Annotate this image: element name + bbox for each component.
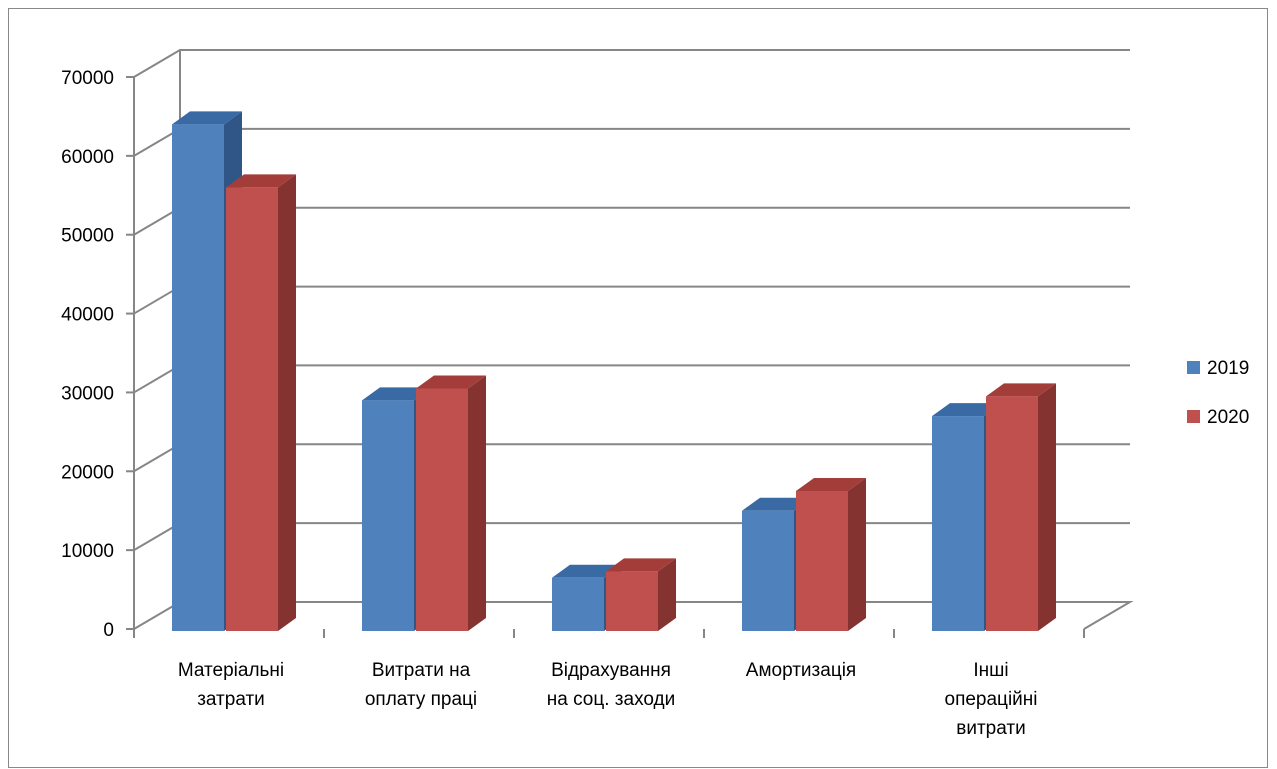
bar-front (552, 577, 604, 631)
x-axis: Матеріальні затрати Витрати на оплату праці… (133, 629, 1085, 739)
bar-top (226, 174, 296, 188)
bar-front (932, 416, 984, 631)
bar-front (226, 187, 278, 631)
bar-2020-2 (606, 558, 676, 631)
x-tick-label: Матеріальні (178, 660, 284, 681)
gridline (133, 49, 1130, 78)
bar-side (848, 478, 866, 631)
bar-2020-0 (226, 174, 296, 631)
bar-top (932, 403, 1002, 417)
bar-top (172, 111, 242, 125)
bar-top (606, 558, 676, 572)
chart-frame: 0 10000 20000 30000 40000 50000 60000 70000 Мат… (8, 8, 1268, 768)
bar-top (742, 497, 812, 511)
bar-top (416, 375, 486, 389)
bar-top (552, 564, 622, 578)
bar-front (416, 388, 468, 631)
legend-swatch-2019 (1187, 361, 1200, 374)
x-tick-label: на соц. заходи (547, 689, 675, 710)
bar-front (362, 400, 414, 631)
bar-side (658, 558, 676, 631)
x-tick-label: оплату праці (365, 689, 477, 710)
x-tick-label: Інші (973, 660, 1008, 681)
x-tick-label: Амортизація (746, 660, 856, 681)
legend-label-2019: 2019 (1207, 358, 1249, 379)
bars (172, 111, 1056, 632)
bar-front (796, 491, 848, 631)
x-tick-label: операційні (945, 689, 1038, 710)
bar-side (468, 375, 486, 631)
y-tick-label: 40000 (61, 305, 114, 326)
bar-front (172, 124, 224, 632)
x-tick-label: Витрати на (372, 660, 471, 681)
bar-2020-3 (796, 478, 866, 631)
y-tick-label: 50000 (61, 226, 114, 247)
bar-chart-3d: 0 10000 20000 30000 40000 50000 60000 70000 Мат… (61, 49, 1249, 739)
y-axis: 0 10000 20000 30000 40000 50000 60000 70000 (61, 68, 134, 641)
bar-front (986, 396, 1038, 631)
x-tick-label: затрати (197, 689, 265, 710)
legend-label-2020: 2020 (1207, 407, 1249, 428)
bar-top (986, 383, 1056, 397)
x-tick-label: витрати (956, 718, 1025, 739)
y-tick-label: 60000 (61, 147, 114, 168)
bar-front (606, 571, 658, 631)
bar-side (278, 174, 296, 631)
bar-top (796, 478, 866, 491)
gridline (133, 127, 1130, 157)
y-tick-label: 0 (103, 620, 114, 641)
x-tick-label: Відрахування (551, 660, 671, 681)
bar-front (742, 510, 794, 631)
bar-side (1038, 383, 1056, 631)
y-tick-label: 10000 (61, 541, 114, 562)
y-tick-label: 70000 (61, 68, 114, 89)
y-tick-label: 30000 (61, 383, 114, 404)
bar-2020-4 (986, 383, 1056, 631)
legend: 2019 2020 (1187, 358, 1249, 428)
y-tick-label: 20000 (61, 462, 114, 483)
bar-top (362, 387, 432, 401)
bar-2020-1 (416, 375, 486, 631)
legend-swatch-2020 (1187, 410, 1200, 423)
